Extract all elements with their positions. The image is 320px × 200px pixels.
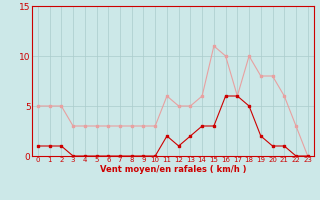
X-axis label: Vent moyen/en rafales ( km/h ): Vent moyen/en rafales ( km/h ) [100,165,246,174]
